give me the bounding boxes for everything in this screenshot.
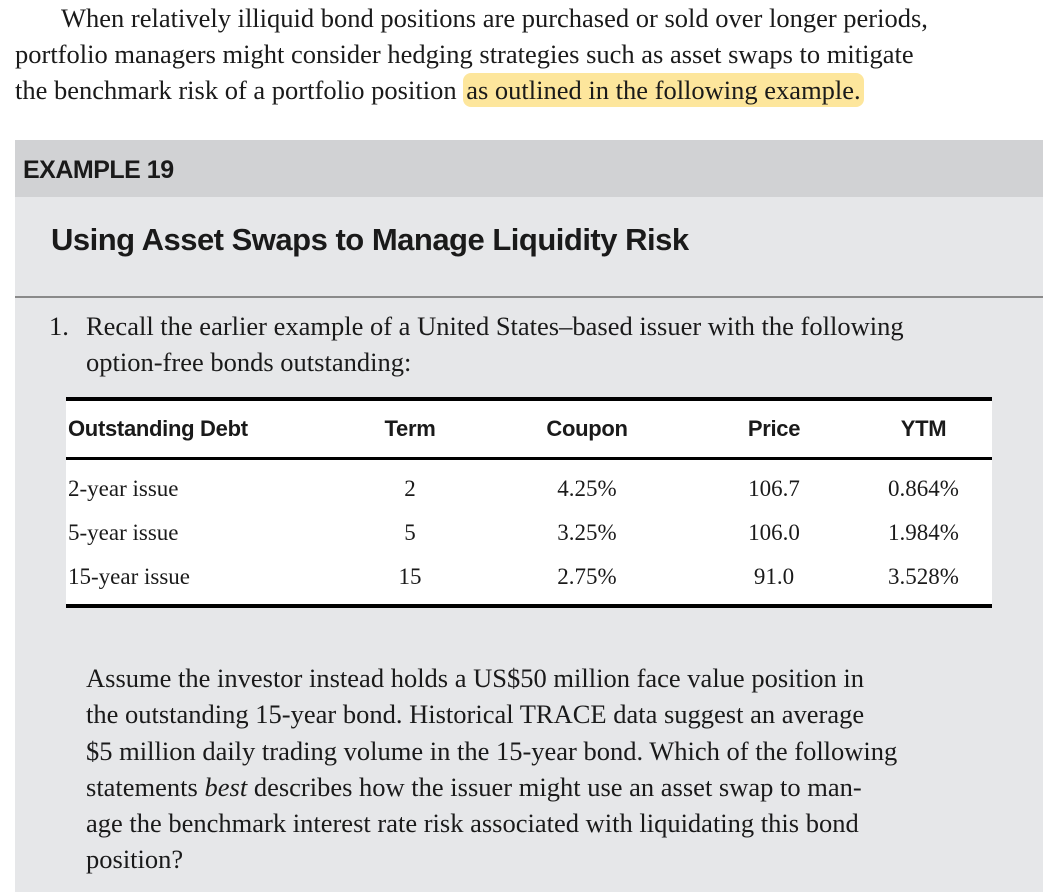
paragraph-line: $5 million daily trading volume in the 1… — [86, 735, 898, 766]
question-line: option-free bonds outstanding: — [86, 347, 412, 377]
header-price: Price — [693, 399, 855, 460]
paragraph-line: age the benchmark interest rate risk ass… — [86, 808, 859, 839]
cell: 106.7 — [748, 476, 800, 501]
cell: 2-year issue — [68, 476, 179, 501]
paragraph-text: statements — [86, 771, 205, 802]
cell: 15 — [398, 564, 422, 589]
intro-line: portfolio managers might consider hedgin… — [15, 39, 914, 69]
cell: 2.75% — [557, 564, 617, 589]
cell: 3.25% — [557, 520, 617, 545]
intro-paragraph: When relatively illiquid bond positions … — [15, 0, 1050, 108]
question-paragraph: Assume the investor instead holds a US$5… — [86, 660, 897, 878]
cell: 1.984% — [888, 520, 959, 545]
highlighted-text[interactable]: as outlined in the following example. — [463, 73, 864, 107]
header-outstanding-debt: Outstanding Debt — [66, 399, 339, 460]
question-number: 1. — [49, 311, 69, 341]
paragraph-line: position? — [86, 844, 184, 875]
table-row: 2-year issue 2 4.25% 106.7 0.864% — [66, 459, 992, 512]
example-label: EXAMPLE 19 — [15, 140, 1043, 197]
table-row: 15-year issue 15 2.75% 91.0 3.528% — [66, 555, 992, 606]
question-line: Recall the earlier example of a United S… — [86, 311, 904, 341]
cell: 91.0 — [753, 564, 795, 589]
paragraph-line: the outstanding 15-year bond. Historical… — [86, 699, 865, 730]
header-ytm: YTM — [855, 399, 992, 460]
paragraph-line: Assume the investor instead holds a US$5… — [86, 663, 864, 693]
example-box: EXAMPLE 19 Using Asset Swaps to Manage L… — [15, 140, 1043, 892]
table-header-row: Outstanding Debt Term Coupon Price YTM — [66, 399, 992, 460]
cell: 5 — [404, 520, 416, 545]
cell: 4.25% — [557, 476, 617, 501]
paragraph-text: describes how the issuer might use an as… — [247, 771, 862, 802]
cell: 0.864% — [888, 476, 959, 501]
header-term: Term — [339, 399, 481, 460]
header-coupon: Coupon — [481, 399, 693, 460]
emphasis-best: best — [204, 771, 248, 802]
intro-line: When relatively illiquid bond positions … — [61, 3, 928, 33]
cell: 15-year issue — [68, 564, 190, 589]
table-row: 5-year issue 5 3.25% 106.0 1.984% — [66, 511, 992, 555]
intro-line: the benchmark risk of a portfolio positi… — [15, 75, 457, 105]
bonds-table: Outstanding Debt Term Coupon Price YTM 2… — [66, 397, 992, 608]
cell: 5-year issue — [68, 520, 179, 545]
cell: 3.528% — [888, 564, 959, 589]
example-title: Using Asset Swaps to Manage Liquidity Ri… — [15, 197, 1043, 298]
cell: 106.0 — [748, 520, 800, 545]
cell: 2 — [404, 476, 416, 501]
